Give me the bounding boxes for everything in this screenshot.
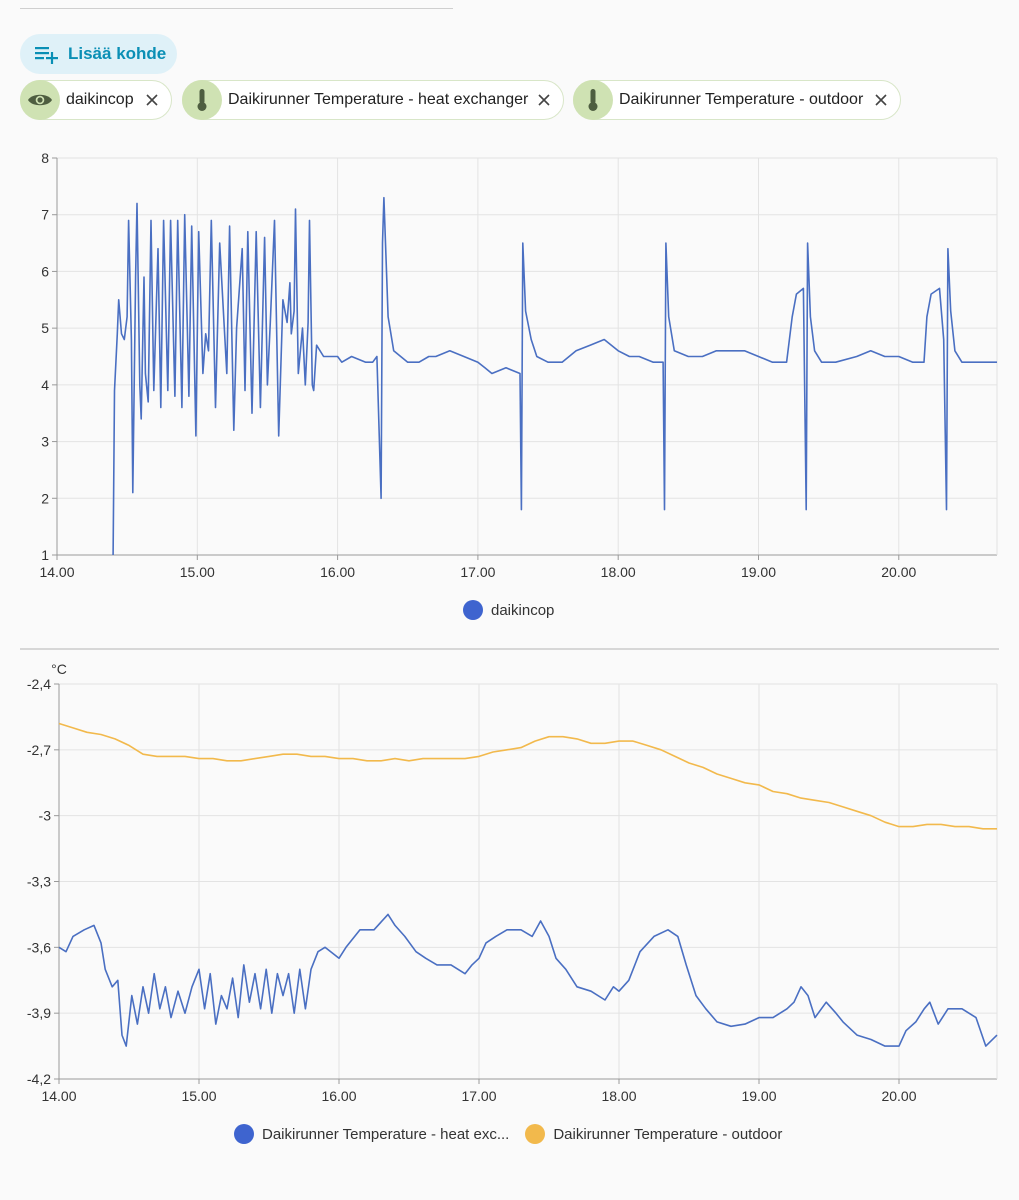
chip-daikincop[interactable]: daikincop [20,80,172,120]
y-tick-label: 7 [41,207,49,223]
x-tick-label: 17.00 [461,1088,496,1104]
series-line-0 [112,196,997,556]
chip-label: Daikirunner Temperature - heat exchanger [228,91,529,108]
y-tick-label: 8 [41,150,49,166]
legend-dot [525,1124,546,1144]
y-tick-label: -2,7 [27,742,51,758]
x-tick-label: 19.00 [741,564,776,580]
x-tick-label: 19.00 [741,1088,776,1104]
x-tick-label: 16.00 [320,564,355,580]
x-tick-label: 18.00 [601,1088,636,1104]
y-tick-label: -2,4 [27,676,51,692]
y-tick-label: 3 [41,434,49,450]
add-target-button[interactable]: Lisää kohde [20,34,177,74]
x-tick-label: 17.00 [460,564,495,580]
playlist-add-icon [35,47,58,64]
y-tick-label: -3,6 [27,939,51,955]
y-tick-label: 6 [41,263,49,279]
x-tick-label: 20.00 [881,564,916,580]
y-tick-label: 2 [41,490,49,506]
legend-label: Daikirunner Temperature - heat exc... [262,1125,510,1143]
x-tick-label: 15.00 [181,1088,216,1104]
y-tick-label: -3,9 [27,1005,51,1021]
close-icon[interactable] [143,91,161,109]
close-icon[interactable] [535,91,553,109]
x-tick-label: 14.00 [41,1088,76,1104]
y-tick-label: 1 [41,547,49,563]
chip-label: daikincop [66,91,134,108]
legend-item-heat-exchanger[interactable]: Daikirunner Temperature - heat exc... [234,1124,509,1144]
legend-dot [463,600,483,620]
cop-chart: 1 2 3 4 5 6 7 8 14.00 15.00 16.00 17.00 18.00 19.00 20… [39,150,998,580]
add-target-label: Lisää kohde [68,44,167,63]
thermometer-icon [573,80,613,120]
legend-item-outdoor[interactable]: Daikirunner Temperature - outdoor [525,1124,782,1144]
cop-chart-legend[interactable]: daikincop [463,600,554,620]
chip-outdoor[interactable]: Daikirunner Temperature - outdoor [573,80,901,120]
chip-heat-exchanger[interactable]: Daikirunner Temperature - heat exchanger [182,80,564,120]
close-icon[interactable] [872,91,890,109]
legend-label: Daikirunner Temperature - outdoor [553,1125,783,1143]
series-line-1 [58,722,997,830]
chart-separator [20,648,999,650]
y-tick-label: 4 [41,377,49,393]
series-line-0 [58,913,998,1047]
y-tick-label: -4,2 [27,1071,51,1087]
x-tick-label: 15.00 [180,564,215,580]
legend-dot [234,1124,254,1144]
x-tick-label: 16.00 [321,1088,356,1104]
x-tick-label: 20.00 [881,1088,916,1104]
chip-label: Daikirunner Temperature - outdoor [619,91,864,108]
x-tick-label: 18.00 [601,564,636,580]
temperature-chart: -2,4 -2,7 -3 -3,3 -3,6 -3,9 -4,214.00 15.00 16.0… [27,661,998,1104]
legend-label: daikincop [491,601,555,619]
top-divider [20,8,453,9]
x-tick-label: 14.00 [39,564,74,580]
temperature-chart-legend: Daikirunner Temperature - heat exc... Da… [234,1124,782,1144]
y-tick-label: -3 [39,808,52,824]
y-tick-label: -3,3 [27,874,51,890]
y-axis-unit: °C [51,661,67,677]
thermometer-icon [182,80,222,120]
y-tick-label: 5 [41,320,49,336]
eye-icon [20,80,60,120]
